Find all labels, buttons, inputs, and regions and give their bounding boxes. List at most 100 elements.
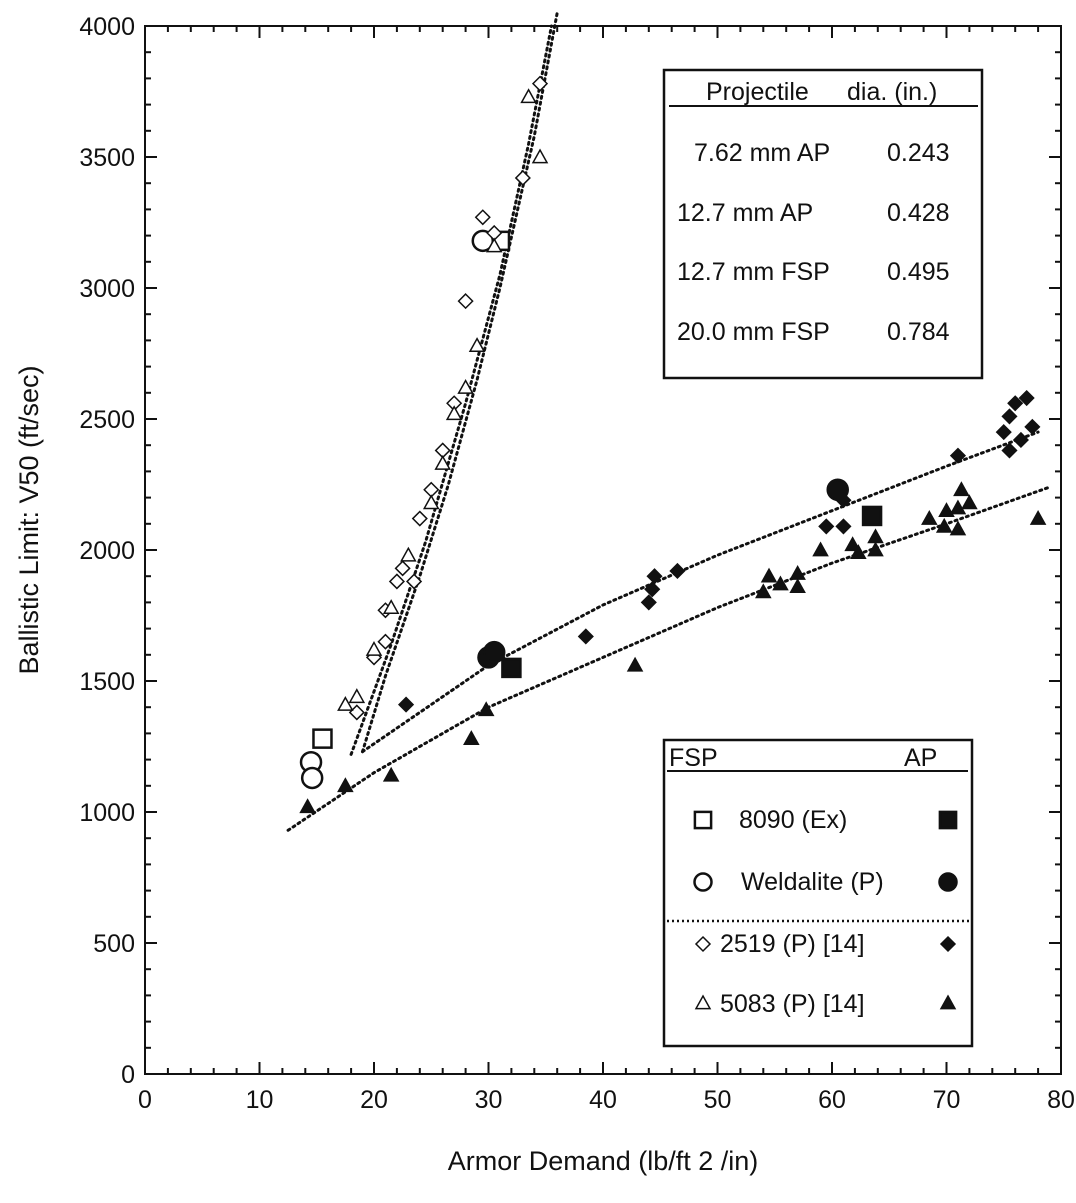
triangle-marker bbox=[348, 688, 366, 704]
triangle-marker bbox=[694, 994, 712, 1010]
diamond-marker bbox=[411, 510, 428, 527]
triangle-marker bbox=[299, 798, 316, 814]
y-tick-label: 2000 bbox=[79, 537, 135, 565]
x-tick-label: 10 bbox=[246, 1086, 274, 1114]
legend-entry-2519: 2519 (P) [14] bbox=[720, 930, 865, 958]
triangle-marker bbox=[949, 520, 967, 536]
diamond-marker bbox=[1001, 442, 1018, 459]
y-axis-title: Ballistic Limit: V50 (ft/sec) bbox=[14, 365, 44, 674]
diamond-marker bbox=[694, 935, 712, 953]
projectile-row-name: 7.62 mm AP bbox=[694, 139, 830, 167]
x-tick-label: 0 bbox=[138, 1086, 152, 1114]
triangle-marker bbox=[463, 730, 480, 745]
trend-lines bbox=[286, 11, 1052, 832]
diamond-marker bbox=[406, 573, 423, 590]
square-marker bbox=[938, 810, 958, 830]
triangle-marker bbox=[812, 541, 829, 557]
x-tick-label: 50 bbox=[704, 1086, 732, 1114]
triangle-marker bbox=[1029, 510, 1047, 525]
diamond-marker bbox=[939, 935, 957, 953]
diamond-marker bbox=[531, 75, 549, 92]
projectile-header: Projectile bbox=[706, 78, 809, 106]
diamond-marker bbox=[835, 518, 852, 535]
projectile-row-dia: 0.428 bbox=[887, 199, 950, 227]
diamond-marker bbox=[514, 169, 531, 187]
x-tick-labels: 0 10 20 30 40 50 60 70 80 bbox=[138, 1086, 1075, 1114]
triangle-marker bbox=[844, 536, 861, 552]
y-tick-label: 500 bbox=[93, 930, 135, 958]
projectile-row-name: 12.7 mm AP bbox=[677, 199, 813, 227]
diamond-marker bbox=[835, 492, 852, 509]
triangle-marker bbox=[445, 405, 463, 421]
legend-entry-weldalite: Weldalite (P) bbox=[741, 868, 884, 896]
diamond-marker bbox=[394, 560, 411, 577]
triangle-marker bbox=[772, 575, 789, 591]
y-tick-label: 2500 bbox=[79, 406, 135, 434]
y-tick-label: 4000 bbox=[79, 13, 135, 41]
triangle-marker bbox=[949, 499, 967, 515]
legend-entry-5083: 5083 (P) [14] bbox=[720, 990, 865, 1018]
diamond-marker bbox=[1024, 418, 1041, 435]
square-marker bbox=[693, 810, 713, 830]
diamond-marker bbox=[377, 633, 394, 650]
legend-markers bbox=[693, 810, 958, 1010]
triangle-marker bbox=[953, 481, 970, 497]
projectile-row-dia: 0.495 bbox=[887, 258, 950, 286]
x-tick-label: 60 bbox=[818, 1086, 846, 1114]
square-marker bbox=[312, 728, 333, 749]
triangle-marker bbox=[457, 379, 474, 394]
y-tick-label: 1500 bbox=[79, 668, 135, 696]
triangle-marker bbox=[850, 544, 867, 559]
diameter-header: dia. (in.) bbox=[847, 78, 937, 106]
triangle-marker bbox=[789, 578, 806, 594]
y-tick-label: 1000 bbox=[79, 799, 135, 827]
legend-entry-8090: 8090 (Ex) bbox=[739, 806, 847, 834]
diamond-marker bbox=[644, 581, 661, 598]
triangle-marker bbox=[520, 88, 537, 104]
diamond-marker bbox=[995, 424, 1012, 441]
triangle-marker bbox=[337, 777, 354, 793]
legend-header-fsp: FSP bbox=[669, 744, 718, 772]
diamond-marker bbox=[397, 696, 415, 713]
diamond-marker bbox=[1012, 431, 1029, 449]
trend-line bbox=[349, 24, 553, 756]
triangle-marker bbox=[531, 148, 549, 164]
triangle-marker bbox=[468, 337, 486, 352]
triangle-marker bbox=[789, 565, 806, 580]
x-tick-label: 30 bbox=[475, 1086, 503, 1114]
triangle-marker bbox=[626, 656, 644, 672]
trend-line bbox=[361, 11, 559, 754]
diamond-marker bbox=[457, 293, 474, 310]
circle-marker bbox=[300, 766, 324, 790]
triangle-marker bbox=[939, 994, 957, 1010]
projectile-row-dia: 0.784 bbox=[887, 318, 950, 346]
x-tick-label: 70 bbox=[933, 1086, 961, 1114]
triangle-marker bbox=[485, 237, 503, 253]
x-tick-label: 40 bbox=[589, 1086, 617, 1114]
y-tick-labels: 0 500 1000 1500 2000 2500 3000 3500 4000 bbox=[79, 13, 135, 1089]
circle-marker bbox=[482, 640, 506, 664]
triangle-marker bbox=[755, 583, 772, 599]
triangle-marker bbox=[760, 567, 778, 583]
circle-marker bbox=[693, 872, 713, 892]
diamond-marker bbox=[348, 704, 365, 721]
triangle-marker bbox=[365, 641, 383, 656]
projectile-row-name: 12.7 mm FSP bbox=[677, 258, 830, 286]
projectile-table: Projectile dia. (in.) 7.62 mm AP 0.243 1… bbox=[662, 68, 984, 380]
legend-header-ap: AP bbox=[904, 744, 937, 772]
triangle-marker bbox=[961, 494, 978, 510]
triangle-marker bbox=[400, 546, 417, 562]
diamond-marker bbox=[388, 573, 405, 590]
x-tick-label: 20 bbox=[360, 1086, 388, 1114]
y-tick-label: 3500 bbox=[79, 144, 135, 172]
circle-marker bbox=[938, 872, 958, 892]
triangle-marker bbox=[422, 494, 440, 510]
square-marker bbox=[861, 505, 883, 527]
triangle-marker bbox=[867, 528, 884, 544]
axis-ticks bbox=[144, 25, 1062, 1075]
trend-line bbox=[286, 485, 1052, 832]
diamond-marker bbox=[1018, 389, 1035, 407]
data-points bbox=[299, 75, 1047, 814]
diamond-marker bbox=[474, 209, 491, 226]
